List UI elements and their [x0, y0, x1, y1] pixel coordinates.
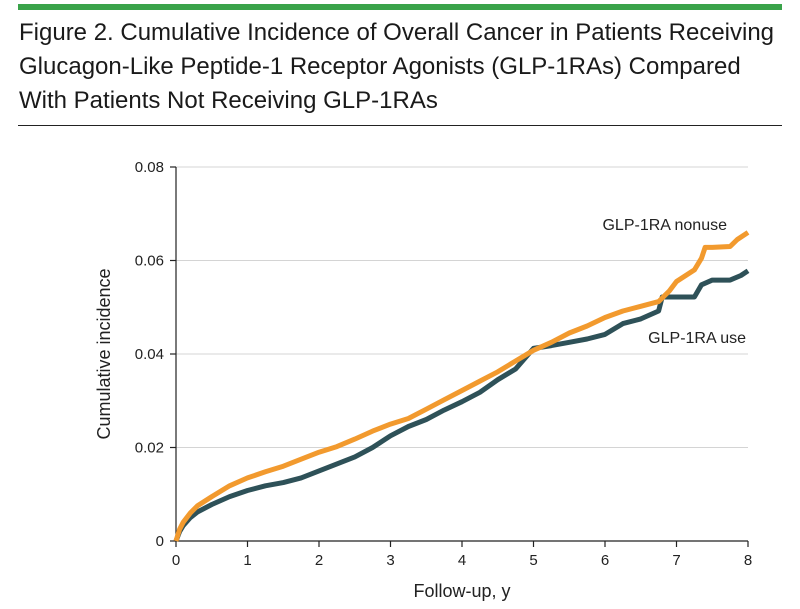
y-tick-label-0: 0: [156, 533, 164, 550]
title-divider: [18, 125, 782, 126]
y-tick-label-2: 0.04: [135, 346, 164, 363]
y-axis-title: Cumulative incidence: [94, 268, 114, 439]
gridlines: [176, 166, 748, 448]
x-tick-label-4: 4: [458, 552, 466, 569]
accent-rule: [18, 4, 782, 10]
y-tick-label-4: 0.08: [135, 159, 164, 176]
x-tick-label-5: 5: [529, 552, 537, 569]
x-tick-label-2: 2: [315, 552, 323, 569]
x-tick-label-8: 8: [744, 552, 752, 569]
x-tick-label-7: 7: [672, 552, 680, 569]
series-lines: [173, 230, 750, 542]
x-tick-label-6: 6: [601, 552, 609, 569]
x-tick-label-0: 0: [172, 552, 180, 569]
legend-label-nonuse: GLP-1RA nonuse: [602, 217, 727, 234]
legend-label-use: GLP-1RA use: [648, 330, 746, 347]
x-axis-title: Follow-up, y: [413, 581, 510, 601]
x-tick-label-1: 1: [243, 552, 251, 569]
y-tick-label-3: 0.06: [135, 253, 164, 270]
x-axis-ticks: 0 1 2 3 4 5 6 7 8: [172, 541, 752, 569]
series-line-glp-1ra-use: [173, 268, 750, 542]
figure-title: Figure 2. Cumulative Incidence of Overal…: [19, 19, 775, 114]
x-tick-label-3: 3: [386, 552, 394, 569]
y-axis-ticks: 0 0.02 0.04 0.06 0.08: [135, 159, 176, 550]
series-line-glp-1ra-nonuse: [173, 230, 750, 542]
y-tick-label-1: 0.02: [135, 440, 164, 457]
